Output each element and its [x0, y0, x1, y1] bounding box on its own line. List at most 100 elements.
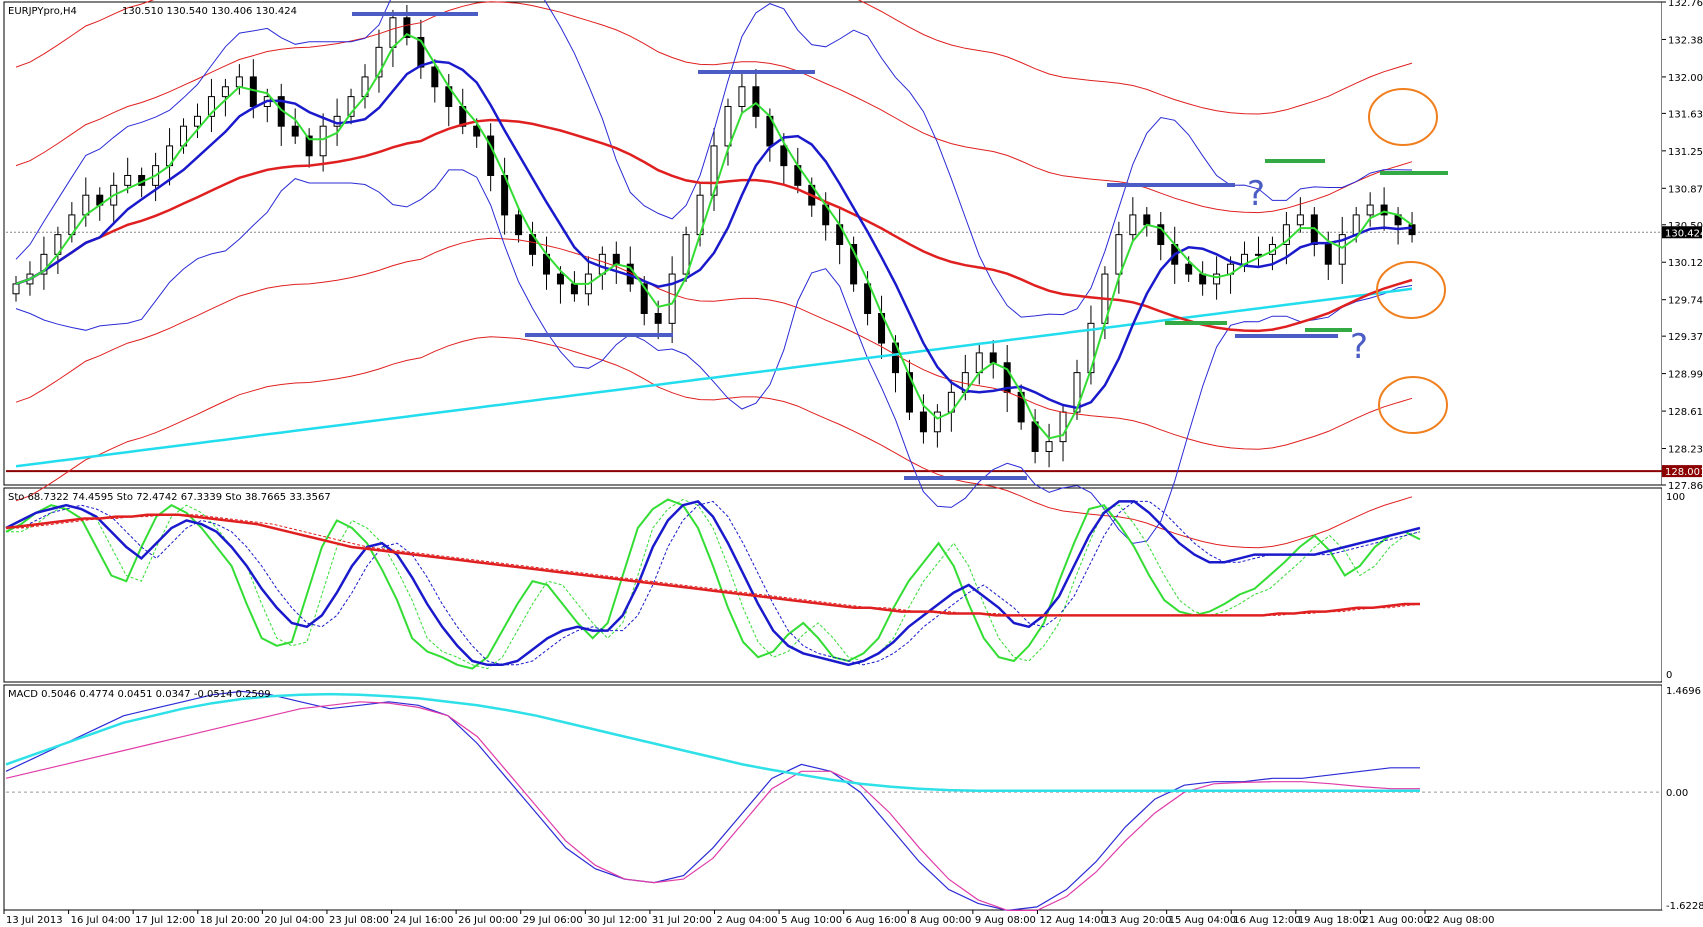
annotation-question-mark-2: ?: [1350, 327, 1368, 367]
candle-body: [235, 76, 243, 88]
price-tick-label: 128.990: [1668, 370, 1703, 381]
macd-line: [5, 701, 1420, 911]
annotation-circle: [1368, 88, 1438, 146]
stochastic-signal-line: [6, 500, 1421, 666]
candle-body: [403, 17, 411, 38]
price-scale-bg: [1662, 2, 1702, 910]
candle-body: [515, 214, 523, 236]
candle-body: [1324, 243, 1332, 265]
price-tick-label: 131.630: [1668, 109, 1703, 120]
candle-body: [1366, 204, 1374, 216]
macd-line: [5, 692, 1420, 793]
symbol-header: EURJPYpro,H4: [8, 6, 77, 17]
current-price-label: 130.424: [1665, 228, 1703, 239]
time-tick-label: 20 Jul 04:00: [264, 915, 324, 926]
candle-body: [40, 253, 48, 275]
candle-body: [1087, 322, 1095, 374]
candle-body: [1115, 234, 1123, 275]
price-tick-label: 130.870: [1668, 184, 1703, 195]
candle-body: [431, 66, 439, 88]
price-tick-label: 130.120: [1668, 258, 1703, 269]
candle-body: [193, 115, 201, 127]
macd-tick-label: 1.4696: [1666, 686, 1701, 697]
candle-body: [1254, 253, 1262, 256]
candle-body: [1352, 214, 1360, 236]
annotation-circle: [1376, 261, 1446, 319]
candle-body: [612, 253, 620, 265]
candle-body: [82, 194, 90, 216]
candle-body: [933, 411, 941, 433]
envelope-lower-outer: [15, 336, 1413, 549]
candle-body: [487, 135, 495, 176]
candle-body: [556, 273, 564, 285]
candle-body: [347, 96, 355, 117]
time-tick-label: 13 Jul 2013: [6, 915, 63, 926]
price-tick-label: 129.370: [1668, 332, 1703, 343]
macd-panel: [3, 684, 1663, 911]
stochastic-plot: [5, 498, 1421, 670]
candle-body: [124, 174, 132, 186]
candle-body: [780, 145, 788, 167]
time-tick-label: 12 Aug 14:00: [1039, 915, 1106, 926]
sto-tick-label: 100: [1666, 492, 1685, 503]
time-tick-label: 19 Aug 18:00: [1298, 915, 1365, 926]
candle-body: [207, 96, 215, 117]
sto-panel: [3, 487, 1663, 683]
price-tick-label: 132.760: [1668, 0, 1703, 9]
time-tick-label: 8 Aug 00:00: [910, 915, 971, 926]
candle-body: [919, 411, 927, 433]
candle-body: [1045, 441, 1053, 452]
candle-body: [989, 352, 997, 364]
candle-body: [473, 125, 481, 137]
candle-body: [1338, 234, 1346, 265]
support-price-box: [1662, 465, 1702, 478]
candle-body: [319, 125, 327, 157]
time-tick-label: 22 Aug 08:00: [1427, 915, 1494, 926]
stochastic-line: [5, 500, 1421, 667]
candle-body: [724, 105, 732, 147]
macd-tick-label: -1.6228: [1666, 901, 1703, 912]
candle-body: [375, 46, 383, 78]
candle-body: [738, 86, 746, 107]
candle-body: [975, 352, 983, 374]
time-tick-label: 16 Jul 04:00: [71, 915, 131, 926]
annotation-question-mark-1: ?: [1247, 174, 1265, 214]
time-tick-label: 30 Jul 12:00: [587, 915, 647, 926]
candle-body: [1213, 273, 1221, 285]
candle-body: [1282, 224, 1290, 245]
candle-body: [1143, 214, 1151, 226]
time-tick-label: 9 Aug 08:00: [975, 915, 1036, 926]
sto-tick-label: 0: [1666, 670, 1672, 681]
time-tick-label: 17 Jul 12:00: [135, 915, 195, 926]
main-panel: [3, 1, 1663, 486]
current-price-box: [1662, 226, 1702, 239]
bollinger-lower: [15, 169, 1413, 544]
time-tick-label: 16 Aug 12:00: [1233, 915, 1300, 926]
candle-body: [1185, 263, 1193, 275]
time-tick-label: 2 Aug 04:00: [717, 915, 778, 926]
moving-average-5: [15, 33, 1413, 440]
candle-body: [570, 283, 578, 295]
candle-body: [850, 243, 858, 285]
candle-body: [1031, 421, 1039, 452]
support-price-label: 128.001: [1665, 467, 1703, 478]
time-tick-label: 24 Jul 16:00: [394, 915, 454, 926]
time-tick-label: 13 Aug 20:00: [1104, 915, 1171, 926]
time-tick-label: 6 Aug 16:00: [846, 915, 907, 926]
candle-body: [864, 283, 872, 314]
time-tick-label: 18 Jul 20:00: [200, 915, 260, 926]
price-tick-label: 132.380: [1668, 35, 1703, 46]
candle-body: [221, 86, 229, 98]
axes: 132.760 132.380 132.000 131.630 131.250 130.8…: [3, 0, 1703, 926]
moving-average-10: [15, 60, 1413, 410]
candle-body: [905, 372, 913, 413]
candle-body: [389, 17, 397, 48]
price-tick-label: 132.000: [1668, 73, 1703, 84]
macd-header: MACD 0.5046 0.4774 0.0451 0.0347 -0.0514…: [8, 689, 271, 700]
price-tick-label: 128.610: [1668, 407, 1703, 418]
macd-tick-label: 0.00: [1666, 788, 1688, 799]
macd-plot: [5, 690, 1662, 912]
candle-body: [1380, 204, 1388, 216]
envelope-upper: [15, 1, 1413, 214]
